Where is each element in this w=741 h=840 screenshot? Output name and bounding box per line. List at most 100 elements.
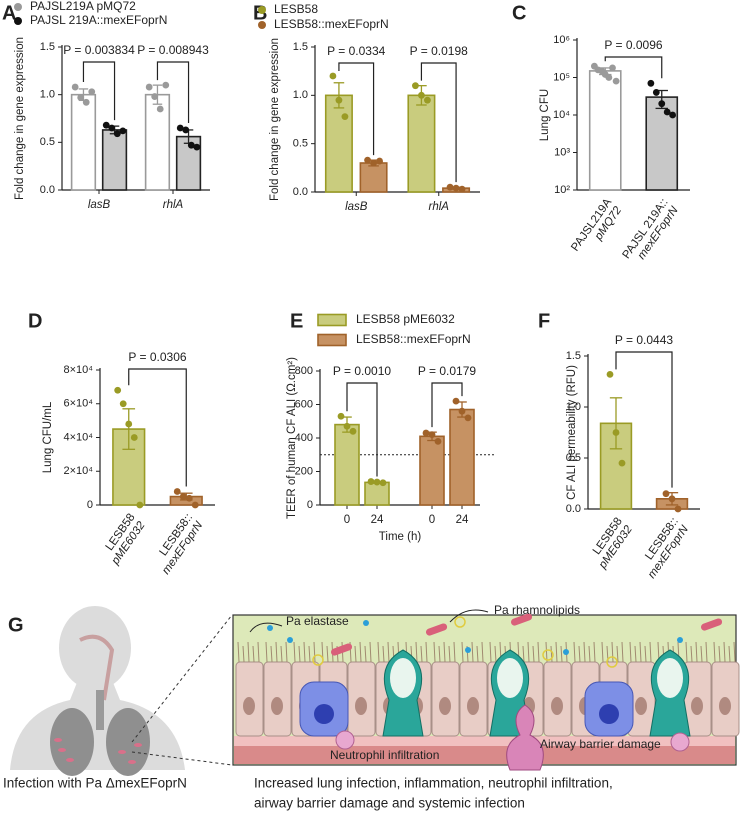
panel-letter: D [28,310,42,332]
cilium [364,645,367,663]
legend-label: LESB58::mexEFoprN [356,332,471,346]
bacterium [425,623,448,636]
cilium [247,641,250,663]
y-tick-label: 10⁵ [553,71,570,83]
y-tick-label: 10⁶ [553,34,570,46]
y-tick-label: 1.0 [566,401,581,413]
p-value: P = 0.0198 [410,44,468,58]
data-point [452,397,460,405]
data-point [176,124,184,132]
error-bar [609,397,623,450]
airway [79,634,115,701]
y-tick-label: 0 [87,499,93,511]
data-point [612,429,620,436]
data-point [364,156,371,164]
cilium [522,645,525,663]
data-point [605,74,613,81]
data-point [464,414,472,422]
significance-bracket [338,62,375,156]
p-value: P = 0.0334 [327,44,385,58]
cilium [550,645,553,663]
y-tick-label: 4×10⁴ [63,431,93,443]
panel-letter: A [2,2,16,24]
legend-marker [14,3,22,11]
data-point [329,72,337,80]
bacteria [134,743,142,747]
y-tick-label: 6×10⁴ [63,398,93,410]
significance-bracket [420,62,457,183]
lung [50,708,94,776]
cilium [298,645,301,663]
elastase [267,625,273,631]
y-tick-label: 10² [554,184,570,196]
bacteria [118,750,126,754]
elastase [677,637,683,643]
cilium [700,645,703,663]
cilium [448,645,451,663]
legend-marker [258,21,266,29]
data-point [88,88,96,96]
cilium [382,645,385,663]
data-point [337,412,345,420]
y-tick-label: 0.5 [40,136,55,148]
data-point [125,420,133,428]
cilium [644,645,647,663]
y-tick-label: 800 [295,365,313,377]
data-point [606,370,614,378]
y-tick-label: 200 [295,465,313,477]
data-point [669,111,677,119]
legend-label: LESB58 [274,2,318,16]
cilium [685,641,688,663]
cilium [303,641,306,663]
y-tick-label: 0.0 [293,186,308,198]
rhamnolipid [454,616,466,628]
bar [599,422,633,510]
x-tick-label: rhlA [429,201,450,213]
cilium [257,641,260,663]
rhamnolipid [606,656,618,668]
cilium [242,645,245,663]
error-bar [122,408,136,450]
bacterium [700,618,723,631]
p-value: P = 0.0443 [615,333,673,347]
y-tick-label: 1.5 [566,350,581,362]
cilium [481,641,484,663]
data-point [187,141,195,149]
legend-label: LESB58 pME6032 [356,312,455,326]
data-point [156,105,164,113]
y-axis-label: Fold change in gene expression [269,38,281,201]
y-tick-label: 2×10⁴ [63,465,93,477]
y-tick-label: 1.5 [293,41,308,53]
bacteria [54,738,62,742]
right-caption: Increased lung infection, inflammation, … [254,776,613,791]
cilium [237,641,240,663]
cilium [285,641,288,663]
nucleus [719,697,731,715]
legend-label: PAJSL219A pMQ72 [30,0,136,13]
significance-bracket [82,61,116,121]
error-bar [333,82,345,109]
bar [645,96,679,191]
cilium [476,645,479,663]
data-point [173,488,181,495]
cilium [713,641,716,663]
cilium [425,641,428,663]
data-point [434,437,442,445]
cilium [433,641,436,663]
cilium [601,641,604,663]
arrow [449,609,489,623]
bar [324,94,353,193]
data-point [162,81,170,89]
data-point [373,478,381,486]
nucleus [271,697,283,715]
mucus-granules [390,658,416,698]
illustration-label: Neutrophil infiltration [330,748,439,762]
data-point [618,459,626,467]
cilium [527,641,530,663]
x-tick-label: lasB [345,201,368,213]
data-point [662,490,670,498]
data-point [428,431,436,439]
cilium [489,641,492,663]
y-tick-label: 1.0 [40,89,55,101]
significance-bracket [615,351,673,488]
